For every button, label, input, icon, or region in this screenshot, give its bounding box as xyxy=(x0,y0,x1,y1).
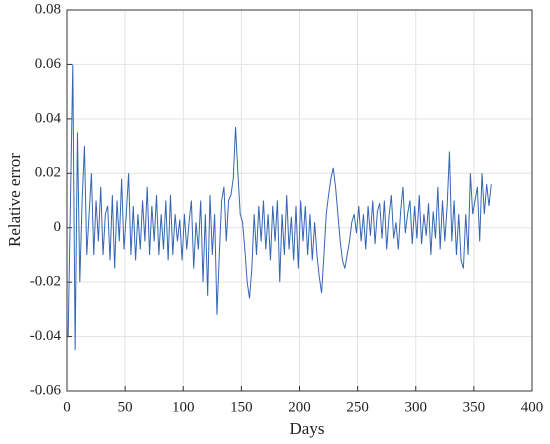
y-tick-label: -0.02 xyxy=(30,274,61,290)
y-tick-label: 0 xyxy=(54,219,62,235)
y-axis-label: Relative error xyxy=(5,153,24,247)
y-tick-label: 0.04 xyxy=(35,110,62,126)
x-tick-label: 100 xyxy=(172,399,195,415)
x-tick-label: 400 xyxy=(521,399,544,415)
x-tick-label: 150 xyxy=(230,399,253,415)
plot-frame xyxy=(66,9,533,392)
x-tick-label: 300 xyxy=(405,399,428,415)
x-tick-label: 250 xyxy=(346,399,369,415)
x-tick-label: 0 xyxy=(63,399,71,415)
y-tick-label: -0.04 xyxy=(30,328,62,344)
data-line xyxy=(67,64,492,351)
x-tick-label: 50 xyxy=(118,399,133,415)
y-tick-label: 0.02 xyxy=(35,165,61,181)
y-tick-label: 0.06 xyxy=(35,56,62,72)
x-axis-label: Days xyxy=(290,419,325,438)
x-tick-label: 350 xyxy=(463,399,486,415)
y-tick-label: 0.08 xyxy=(35,1,61,17)
y-tick-label: -0.06 xyxy=(30,382,62,398)
x-tick-label: 200 xyxy=(288,399,311,415)
